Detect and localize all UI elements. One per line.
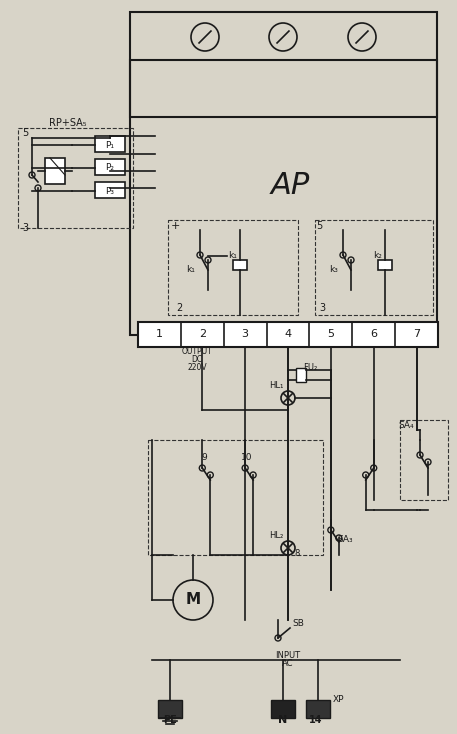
- Bar: [271, 700, 295, 718]
- Bar: [130, 60, 437, 335]
- Text: 2: 2: [199, 329, 206, 339]
- Bar: [95, 136, 125, 152]
- Text: RP+SA₅: RP+SA₅: [49, 118, 87, 128]
- Bar: [233, 260, 247, 270]
- Text: FU₂: FU₂: [303, 363, 317, 371]
- Text: 3: 3: [22, 223, 28, 233]
- Bar: [95, 159, 125, 175]
- Text: k₁: k₁: [186, 266, 195, 275]
- Bar: [95, 182, 125, 198]
- Bar: [306, 700, 330, 718]
- Text: 6: 6: [370, 329, 377, 339]
- Text: AP: AP: [271, 170, 310, 200]
- Text: HL₁: HL₁: [269, 382, 283, 390]
- Bar: [400, 420, 448, 500]
- Bar: [148, 440, 323, 555]
- Text: 10: 10: [241, 454, 253, 462]
- Text: 8: 8: [294, 548, 300, 558]
- Text: 7: 7: [413, 329, 420, 339]
- Text: k₃: k₃: [329, 266, 338, 275]
- Text: N: N: [278, 715, 287, 725]
- Bar: [130, 12, 437, 117]
- Text: 5: 5: [316, 221, 322, 231]
- Bar: [378, 260, 392, 270]
- Bar: [296, 368, 306, 382]
- Text: HL₂: HL₂: [269, 531, 283, 540]
- Text: k₂: k₂: [373, 250, 382, 260]
- Text: 1: 1: [156, 329, 163, 339]
- Text: AC: AC: [282, 658, 294, 667]
- Text: 3: 3: [242, 329, 249, 339]
- Text: P₂: P₂: [106, 164, 115, 172]
- Text: PE: PE: [163, 715, 177, 725]
- Text: P₁: P₁: [106, 140, 115, 150]
- Text: k₁: k₁: [228, 250, 237, 260]
- Text: INPUT: INPUT: [276, 650, 301, 660]
- Bar: [315, 220, 433, 315]
- Text: 5: 5: [327, 329, 335, 339]
- Text: 3: 3: [319, 303, 325, 313]
- Bar: [158, 700, 182, 718]
- Bar: [138, 322, 438, 347]
- Text: SA₄: SA₄: [398, 421, 414, 429]
- Bar: [45, 158, 65, 184]
- Text: OUTPUT: OUTPUT: [182, 347, 213, 357]
- Text: SB: SB: [292, 619, 304, 628]
- Text: 4: 4: [284, 329, 292, 339]
- Text: XP: XP: [332, 696, 344, 705]
- Text: 2: 2: [176, 303, 182, 313]
- Text: SA₃: SA₃: [337, 536, 353, 545]
- Bar: [18, 128, 133, 228]
- Text: 14: 14: [309, 715, 323, 725]
- Text: DC: DC: [192, 355, 203, 365]
- Bar: [168, 220, 298, 315]
- Text: 5: 5: [22, 128, 28, 138]
- Text: P₃: P₃: [106, 186, 115, 195]
- Text: 9: 9: [202, 454, 207, 462]
- Text: +: +: [170, 221, 180, 231]
- Text: 220V: 220V: [187, 363, 207, 372]
- Text: M: M: [186, 592, 201, 608]
